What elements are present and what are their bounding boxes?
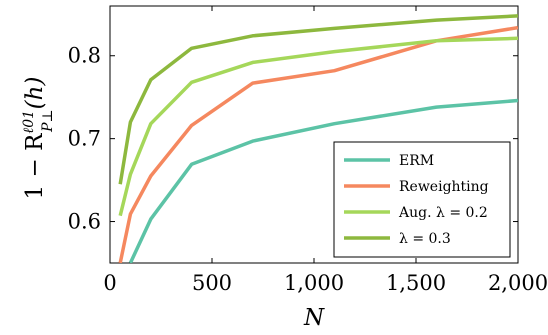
x-tick-label: 2,000 — [488, 271, 548, 295]
y-label-arg: (h) — [22, 77, 48, 110]
x-tick-label: 500 — [192, 271, 232, 295]
legend-label: ERM — [399, 153, 434, 169]
x-tick-label: 1,500 — [386, 271, 446, 295]
y-axis-label: 1 − Rℓ01 P⊥(h) — [21, 77, 56, 200]
y-label-main: 1 − R — [22, 133, 48, 200]
x-axis-label: N — [303, 305, 325, 331]
y-tick-labels: 0.6 0.7 0.8 — [68, 44, 101, 234]
series-line — [118, 25, 518, 263]
series-lines — [118, 14, 518, 263]
x-tick-label: 1,000 — [284, 271, 344, 295]
legend-label: Reweighting — [399, 179, 489, 195]
y-label-sub: P⊥ — [40, 109, 56, 133]
y-label-sup: ℓ01 — [21, 110, 37, 134]
legend-label: λ = 0.3 — [399, 231, 451, 247]
x-tick-label: 0 — [103, 271, 116, 295]
series-line — [128, 98, 518, 263]
series-line — [118, 14, 518, 185]
axis-ticks — [109, 6, 519, 263]
series-line — [118, 36, 518, 217]
x-tick-labels: 0 500 1,000 1,500 2,000 — [103, 271, 548, 295]
legend-label: Aug. λ = 0.2 — [398, 205, 488, 221]
y-tick-label: 0.7 — [68, 127, 101, 151]
y-tick-label: 0.6 — [68, 210, 101, 234]
y-tick-label: 0.8 — [68, 44, 101, 68]
legend: ERM Reweighting Aug. λ = 0.2 λ = 0.3 — [333, 141, 511, 258]
